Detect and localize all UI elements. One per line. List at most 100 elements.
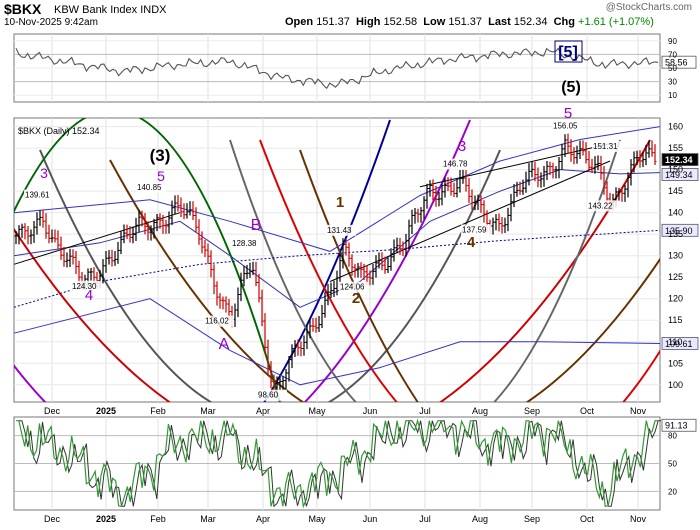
value-label: 146.78 [443,160,468,169]
price-y-tick-label: 115 [668,315,682,325]
value-label-box [71,280,101,292]
value-label-box [204,315,234,327]
elliott-wave-label: 2 [352,290,360,307]
elliott-wave-label: A [219,336,230,353]
trendline-1 [13,212,181,265]
x-tick-label-stoch: Feb [150,514,166,524]
stoch-y-tick-label: 20 [668,487,677,496]
value-label-box [231,238,261,250]
x-tick-label-price: Feb [150,406,166,416]
stoch-tag-label: 91.13 [665,421,688,431]
cycle-arc-navy [262,119,391,402]
x-tick-label-stoch: Jun [363,514,378,524]
elliott-wave-label: 4 [467,234,476,251]
cycle-arcs [14,118,660,402]
cycle-arc-brown [109,159,660,402]
wave-5-box [554,40,583,63]
stoch-d-line [19,420,661,508]
value-label: 124.06 [340,283,365,292]
elliott-wave-label: B [251,217,262,234]
price-y-tick-label: 155 [668,143,683,153]
x-tick-label-stoch: Aug [472,514,488,524]
elliott-wave-label: (5) [561,79,581,96]
price-panel-title: $BKX (Daily) 152.34 [18,126,100,136]
stoch-k-line [16,418,658,509]
price-tag-box [661,168,699,181]
last-label: Last [488,16,511,28]
stoch-y-tick-label: 50 [668,460,677,469]
x-tick-label-stoch: Dec [44,514,61,524]
high-value: 152.58 [383,16,418,28]
value-label: 139.61 [25,191,50,200]
x-tick-label-price: Sep [524,406,540,416]
value-label-box [339,281,369,293]
x-tick-label-price: Dec [44,406,61,416]
price-y-tick-label: 105 [668,358,683,368]
x-tick-label-price: Aug [472,406,488,416]
x-tick-label-price: Apr [256,406,270,416]
value-label: 143.22 [588,201,613,210]
cycle-arc-red [14,139,651,402]
value-label-box [552,120,582,132]
rsi-line [15,47,659,90]
elliott-wave-label: (3) [150,146,171,165]
stoch-tag-box [661,418,697,432]
x-tick-label-price: May [308,406,326,416]
price-tag-label: 109.61 [665,339,693,349]
lower-band-line [13,298,661,386]
value-label-box [442,158,472,170]
x-tick-label-price: Oct [580,406,595,416]
rsi-tag-label: 58.56 [665,58,688,68]
chg-value: +1.61 (+1.07%) [578,16,654,28]
trendline-3 [419,143,611,188]
elliott-wave-label: 5 [157,168,165,184]
value-label: 116.02 [205,317,229,326]
rsi-y-tick-label: 30 [668,78,677,87]
x-tick-label-stoch: 2025 [96,514,116,524]
brand-watermark: @StockCharts.com [605,2,692,13]
chart-header: $BKX KBW Bank Index INDX 10-Nov-2025 9:4… [0,0,700,30]
price-y-tick-label: 100 [668,380,683,390]
value-label-box [24,189,54,201]
value-label-box [326,224,356,236]
x-tick-label-price: Jul [419,406,431,416]
elliott-wave-label: 3 [40,165,48,181]
price-tag-label: 149.34 [665,170,693,180]
price-y-tick-label: 120 [668,294,683,304]
datetime: 10-Nov-2025 9:42am [4,17,98,28]
elliott-wave-label: 5 [564,105,572,122]
cycle-arc-gray-2 [229,139,621,402]
price-tag-box [661,153,699,166]
cycle-arc-purple [14,119,471,402]
value-label: 151.31 [593,142,618,151]
price-y-tick-label: 135 [668,229,683,239]
upper-band-line [13,126,661,252]
open-value: 151.37 [316,16,350,28]
elliott-wave-label: 1 [336,194,344,211]
x-tick-label-price: Jun [363,406,378,416]
value-label-box [257,389,287,401]
x-tick-label-price: 2025 [96,406,116,416]
x-tick-label-stoch: Nov [630,514,647,524]
rsi-y-tick-label: 50 [668,64,677,73]
price-y-tick-label: 130 [668,251,683,261]
ma-200-line [13,229,661,308]
value-label: 124.30 [72,282,97,291]
price-tag-label: 152.34 [665,155,693,165]
cycle-arc-gray [39,149,501,402]
value-label-box [461,224,491,236]
x-tick-label-price: Nov [630,406,647,416]
low-label: Low [423,16,446,28]
rsi-y-tick-label: 90 [668,37,677,46]
high-label: High [355,16,381,28]
price-y-tick-label: 145 [668,186,683,196]
elliott-wave-label: [5] [558,44,578,61]
value-label-box [592,140,622,152]
elliott-wave-label: 3 [458,138,466,155]
price-y-tick-label: 160 [668,122,683,132]
ma-50-line [13,169,661,308]
index-name: KBW Bank Index INDX [54,4,167,16]
symbol: $BKX [4,1,42,17]
rsi-y-tick-label: 10 [668,91,677,100]
